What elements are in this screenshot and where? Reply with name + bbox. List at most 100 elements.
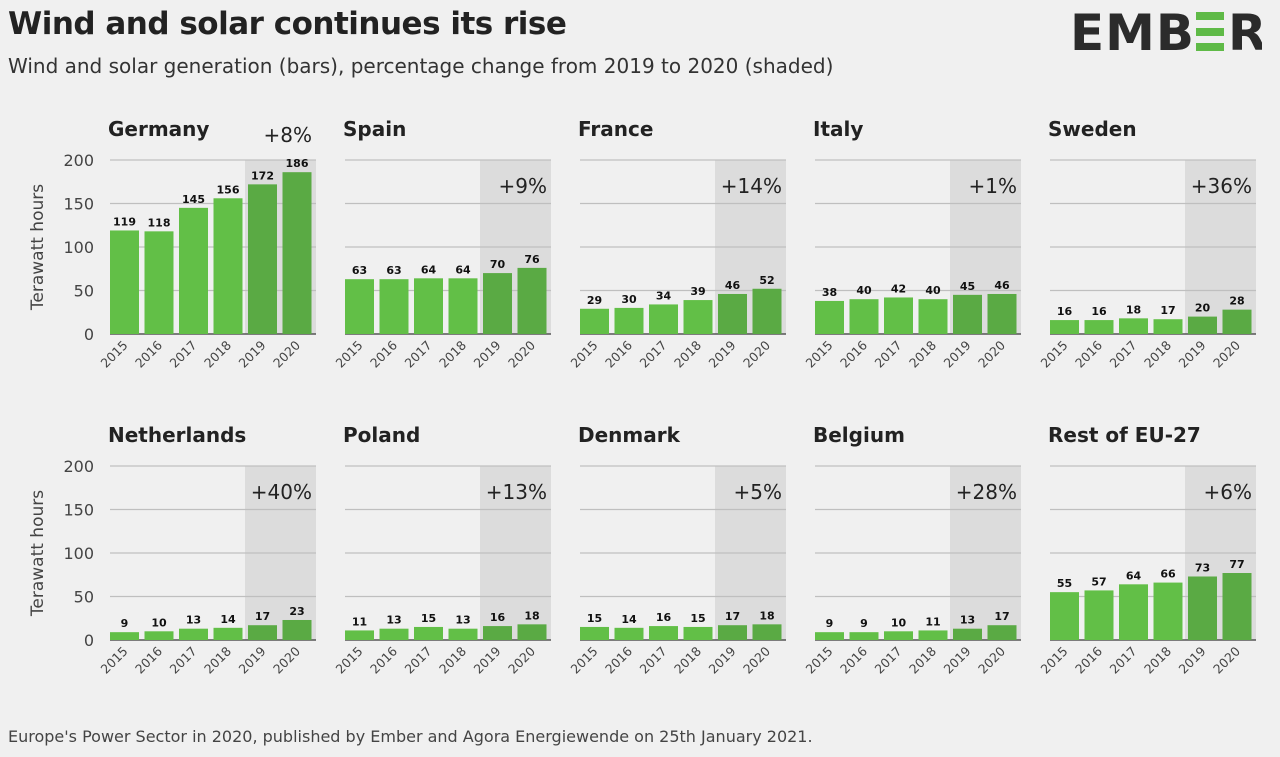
y-axis-label: Terawatt hours [28, 184, 48, 311]
percent-change-label: +6% [1204, 480, 1253, 504]
bar [282, 172, 312, 334]
bar-value-label: 15 [587, 612, 602, 625]
bar-value-label: 18 [759, 609, 774, 622]
chart-panel-sweden: Sweden +36% 16 2015 16 2016 18 2017 17 2018 20 2019… [1038, 117, 1256, 371]
x-tick-label: 2015 [803, 338, 836, 371]
bar-value-label: 14 [621, 613, 637, 626]
chart-panel-poland: Poland +13% 11 2015 13 2016 15 2017 13 2018 16 2019… [333, 423, 551, 677]
x-tick-label: 2019 [471, 337, 504, 370]
panel-title: France [578, 117, 653, 141]
y-tick-label: 100 [63, 238, 94, 257]
bar [345, 279, 374, 334]
y-tick-label: 150 [63, 195, 94, 214]
bar [179, 207, 208, 334]
bar-value-label: 118 [148, 216, 171, 229]
x-tick-label: 2017 [1107, 338, 1140, 371]
bar [884, 297, 913, 334]
bar [1084, 320, 1114, 334]
x-tick-label: 2019 [471, 643, 504, 676]
bar-value-label: 63 [386, 264, 401, 277]
x-tick-label: 2015 [98, 644, 131, 677]
bar-value-label: 40 [856, 284, 872, 297]
bar-value-label: 64 [455, 263, 471, 276]
x-tick-label: 2016 [837, 337, 870, 370]
percent-change-label: +40% [251, 480, 312, 504]
chart-panel-france: France +14% 29 2015 30 2016 34 2017 39 2018 46 2019… [568, 117, 786, 371]
x-tick-label: 2015 [1038, 644, 1071, 677]
x-tick-label: 2017 [167, 644, 200, 677]
bar-value-label: 15 [421, 612, 436, 625]
bar-value-label: 30 [621, 293, 637, 306]
bar-value-label: 13 [960, 614, 975, 627]
bar-value-label: 11 [352, 615, 367, 628]
bar-value-label: 10 [151, 616, 167, 629]
bar-value-label: 39 [690, 285, 705, 298]
bar [448, 628, 478, 640]
x-tick-label: 2016 [132, 643, 165, 676]
panel-title: Poland [343, 423, 420, 447]
bar-value-label: 45 [960, 280, 975, 293]
x-tick-label: 2018 [201, 643, 234, 676]
x-tick-label: 2017 [402, 338, 435, 371]
bar-value-label: 34 [656, 289, 672, 302]
bar-value-label: 66 [1160, 568, 1176, 581]
bar-value-label: 18 [1126, 303, 1141, 316]
x-tick-label: 2019 [706, 643, 739, 676]
percent-change-label: +8% [264, 123, 313, 147]
bar [849, 632, 879, 640]
source-footer: Europe's Power Sector in 2020, published… [8, 727, 813, 746]
x-tick-label: 2018 [671, 643, 704, 676]
x-tick-label: 2020 [1210, 643, 1243, 676]
bar [953, 294, 982, 334]
bar-value-label: 156 [217, 183, 240, 196]
x-tick-label: 2019 [941, 337, 974, 370]
ember-logo: EMB R [1070, 6, 1262, 58]
x-tick-label: 2015 [568, 338, 601, 371]
bar-value-label: 29 [587, 294, 602, 307]
bar [718, 293, 747, 334]
x-tick-label: 2015 [568, 644, 601, 677]
percent-change-label: +28% [956, 480, 1017, 504]
chart-title: Wind and solar continues its rise [8, 6, 567, 42]
x-tick-label: 2018 [1141, 337, 1174, 370]
bar-value-label: 16 [1057, 305, 1073, 318]
percent-change-label: +13% [486, 480, 547, 504]
bar [179, 628, 208, 640]
x-tick-label: 2017 [402, 644, 435, 677]
chart-subtitle: Wind and solar generation (bars), percen… [8, 54, 834, 78]
bar [517, 267, 547, 334]
x-tick-label: 2018 [436, 337, 469, 370]
x-tick-label: 2017 [167, 338, 200, 371]
bar [1050, 320, 1079, 334]
x-tick-label: 2020 [1210, 337, 1243, 370]
bar-value-label: 42 [891, 282, 906, 295]
bar-value-label: 17 [725, 610, 740, 623]
x-tick-label: 2019 [706, 337, 739, 370]
bar-value-label: 16 [656, 611, 672, 624]
bar [718, 625, 747, 640]
chart-panel-italy: Italy +1% 38 2015 40 2016 42 2017 40 2018 45 2019 46… [803, 117, 1021, 371]
x-tick-label: 2020 [270, 337, 303, 370]
bar [683, 626, 713, 640]
panel-title: Germany [108, 117, 209, 141]
bar-value-label: 28 [1229, 295, 1244, 308]
bar [815, 632, 844, 640]
chart-panel-spain: Spain +9% 63 2015 63 2016 64 2017 64 2018 70 2019 76… [333, 117, 551, 371]
x-tick-label: 2017 [1107, 644, 1140, 677]
x-tick-label: 2018 [1141, 643, 1174, 676]
panel-title: Italy [813, 117, 863, 141]
percent-change-label: +36% [1191, 174, 1252, 198]
bar-value-label: 13 [386, 614, 401, 627]
x-tick-label: 2020 [740, 337, 773, 370]
bar-value-label: 77 [1229, 558, 1244, 571]
x-tick-label: 2020 [975, 337, 1008, 370]
panel-title: Belgium [813, 423, 905, 447]
x-tick-label: 2015 [333, 338, 366, 371]
bar [110, 632, 139, 640]
panel-title: Spain [343, 117, 406, 141]
bar-value-label: 13 [186, 614, 201, 627]
chart-panel-rest-of-eu-27: Rest of EU-27 +6% 55 2015 57 2016 64 2017 66 2018… [1038, 423, 1256, 677]
bar [448, 278, 478, 334]
bar [1153, 582, 1183, 640]
